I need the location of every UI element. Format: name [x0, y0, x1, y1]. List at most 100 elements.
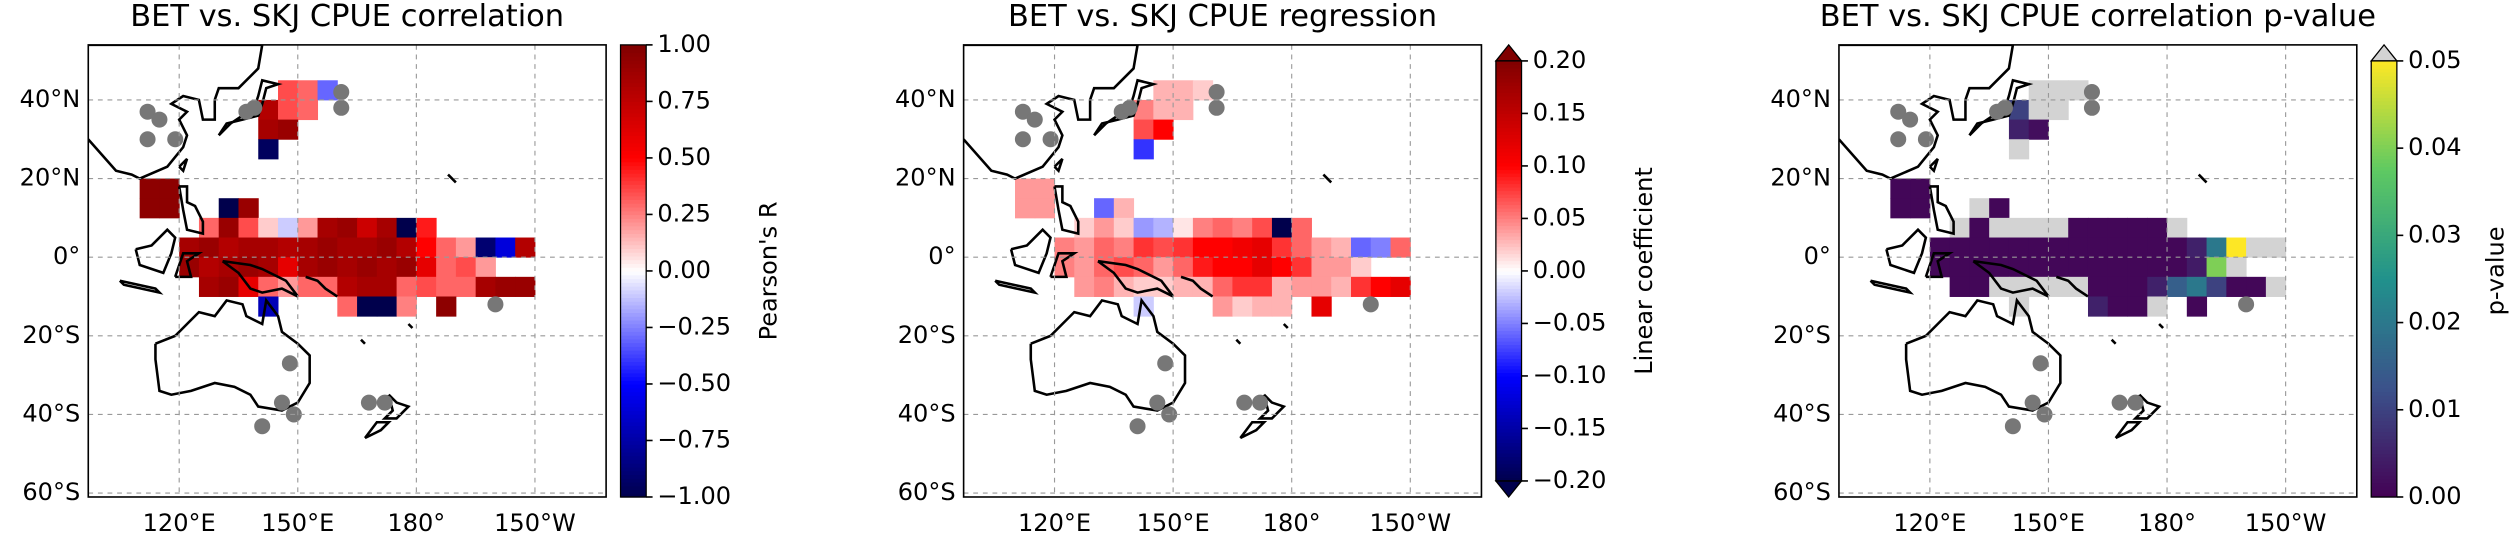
colorbar-step — [1495, 477, 1522, 482]
y-tick-label: 60°S — [22, 478, 80, 506]
grid-cell — [376, 237, 398, 258]
colorbar-step — [620, 463, 647, 468]
colorbar-step — [2371, 140, 2397, 146]
colorbar-step — [2371, 268, 2397, 273]
colorbar-step — [2371, 224, 2397, 229]
grid-cell — [1910, 178, 1931, 199]
grid-cell — [1291, 237, 1312, 258]
colorbar-step — [2371, 449, 2397, 455]
marker — [273, 394, 290, 411]
colorbar-step — [1495, 109, 1522, 115]
colorbar-step — [1495, 316, 1522, 321]
coastline — [1322, 173, 1333, 184]
colorbar-step — [2371, 373, 2397, 378]
grid-cell — [396, 296, 417, 317]
grid-cell — [396, 257, 417, 278]
grid-cell — [1969, 276, 1990, 297]
colorbar-step — [1495, 340, 1522, 346]
grid-cell — [2068, 217, 2089, 239]
colorbar-tick-label: 0.00 — [2408, 482, 2462, 510]
marker — [1208, 99, 1225, 116]
colorbar-step — [620, 169, 647, 174]
colorbar-step — [2371, 213, 2397, 218]
colorbar-step — [620, 493, 647, 498]
grid-cell — [2048, 99, 2069, 121]
colorbar-step — [620, 383, 647, 389]
colorbar-step — [2371, 100, 2397, 106]
colorbar-step — [1495, 71, 1522, 76]
grid-cell — [2167, 217, 2188, 239]
colorbar-frame — [2370, 60, 2398, 498]
colorbar-step — [1495, 305, 1522, 311]
colorbar-step — [2371, 206, 2397, 211]
grid-cell — [2265, 276, 2287, 297]
grid-cell — [2206, 276, 2227, 297]
grid-cell — [436, 276, 457, 297]
colorbar-step — [1495, 232, 1522, 237]
grid-cell — [278, 99, 299, 121]
grid-cell — [1173, 80, 1194, 101]
coastline — [1029, 297, 1187, 412]
grid-cell — [2028, 119, 2049, 140]
colorbar-tick-label: 0.00 — [1533, 256, 1587, 284]
coastline — [154, 297, 311, 412]
colorbar-step — [1495, 113, 1522, 118]
colorbar-step — [620, 485, 647, 491]
colorbar-step — [620, 146, 647, 152]
colorbar-step — [1495, 197, 1522, 202]
marker — [1902, 111, 1919, 128]
grid-cell — [1351, 237, 1372, 258]
grid-cell — [1331, 257, 1352, 278]
colorbar-step — [1495, 466, 1522, 472]
grid-cell — [1989, 237, 2010, 258]
map-area — [1838, 44, 2357, 497]
grid-cell — [2068, 257, 2089, 278]
colorbar-step — [1495, 424, 1522, 430]
grid-cell — [1291, 276, 1312, 297]
colorbar-step — [620, 191, 647, 197]
grid-cell — [1153, 119, 1174, 140]
grid-cell — [2087, 257, 2109, 278]
grid-cell — [1212, 217, 1233, 239]
coastline — [2110, 338, 2117, 345]
marker — [167, 131, 184, 148]
grid-cell — [1291, 257, 1312, 278]
colorbar-step — [2371, 249, 2397, 255]
colorbar-step — [2371, 93, 2397, 98]
grid-cell — [317, 237, 338, 258]
grid-cell — [2127, 237, 2148, 258]
grid-cell — [1173, 257, 1194, 278]
grid-cell — [1094, 217, 1115, 239]
colorbar-step — [620, 56, 647, 61]
colorbar-step — [620, 48, 647, 54]
colorbar-step — [1495, 344, 1522, 349]
colorbar-tick-label: 0.02 — [2408, 308, 2462, 336]
colorbar-step — [1495, 361, 1522, 367]
grid-cell — [2107, 257, 2128, 278]
colorbar-step — [1495, 333, 1522, 339]
grid-cell — [1173, 99, 1194, 121]
coastline — [1869, 279, 1915, 295]
grid-cell — [297, 99, 319, 121]
panel-title: BET vs. SKJ CPUE correlation p-value — [1820, 0, 2376, 34]
colorbar-tick-label: 1.00 — [657, 30, 711, 58]
grid-cell — [1034, 178, 1056, 199]
grid-cell — [2206, 237, 2227, 258]
colorbar-label: Pearson's R — [755, 201, 783, 340]
colorbar-step — [2371, 340, 2397, 346]
marker — [1014, 131, 1031, 148]
x-tick-label: 120°E — [1018, 509, 1091, 537]
grid-cell — [2087, 276, 2109, 297]
grid-cell — [1370, 276, 1392, 297]
colorbar-step — [2371, 231, 2397, 236]
colorbar-step — [620, 267, 647, 272]
colorbar-step — [2371, 329, 2397, 335]
colorbar-step — [1495, 214, 1522, 220]
grid-cell — [238, 237, 259, 258]
colorbar-step — [2371, 442, 2397, 447]
grid-cell — [2226, 237, 2247, 258]
colorbar-label: p-value — [2481, 226, 2509, 315]
colorbar-step — [2371, 148, 2397, 153]
coastline — [177, 185, 205, 236]
colorbar-step — [1495, 267, 1522, 272]
